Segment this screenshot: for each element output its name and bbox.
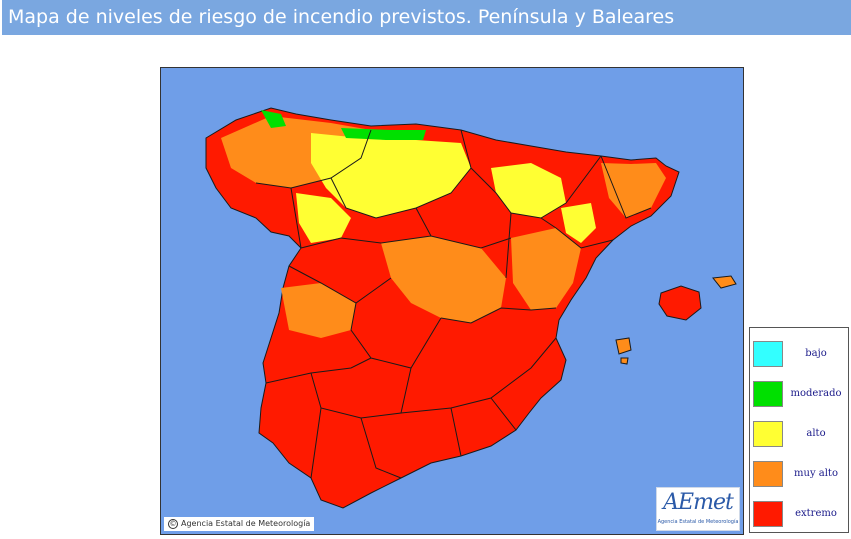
legend-swatch-moderado — [753, 381, 783, 407]
aemet-logo-text: AEmet — [663, 490, 734, 515]
region-alto-aragon — [491, 163, 566, 218]
legend-item-muy-alto: muy alto — [750, 460, 848, 492]
legend-item-alto: alto — [750, 420, 848, 452]
region-moderado-cantabrian-2 — [341, 128, 426, 140]
island-mallorca — [658, 285, 702, 321]
risk-legend: bajo moderado alto muy alto extremo — [749, 327, 849, 533]
page-title: Mapa de niveles de riesgo de incendio pr… — [2, 0, 851, 35]
legend-item-moderado: moderado — [750, 380, 848, 412]
legend-label-muy-alto: muy alto — [794, 468, 838, 479]
island-menorca — [712, 275, 737, 289]
legend-label-extremo: extremo — [795, 508, 837, 519]
region-muy-alto-east — [511, 228, 581, 310]
fire-risk-map: © Agencia Estatal de Meteorología AEmet A… — [160, 67, 744, 535]
legend-item-bajo: bajo — [750, 340, 848, 372]
legend-label-bajo: bajo — [805, 348, 827, 359]
region-muy-alto-central — [381, 236, 506, 323]
legend-swatch-muy-alto — [753, 461, 783, 487]
island-formentera — [620, 357, 629, 365]
region-alto-north — [311, 133, 471, 218]
region-moderado-cantabrian — [261, 110, 286, 128]
legend-swatch-extremo — [753, 501, 783, 527]
legend-label-moderado: moderado — [790, 388, 842, 399]
legend-item-extremo: extremo — [750, 500, 848, 532]
region-muy-alto-west — [281, 283, 356, 338]
region-alto-northwest — [296, 193, 351, 243]
legend-swatch-bajo — [753, 341, 783, 367]
island-ibiza — [615, 337, 632, 355]
aemet-logo-subtitle: Agencia Estatal de Meteorología — [657, 519, 739, 525]
legend-swatch-alto — [753, 421, 783, 447]
copyright-notice: © Agencia Estatal de Meteorología — [164, 517, 315, 531]
region-alto-east — [561, 203, 596, 243]
copyright-icon: © — [168, 519, 178, 529]
province-borders — [255, 129, 652, 479]
legend-label-alto: alto — [806, 428, 826, 439]
region-muy-alto-catalonia — [601, 163, 666, 218]
copyright-text: Agencia Estatal de Meteorología — [181, 519, 311, 528]
aemet-logo: AEmet Agencia Estatal de Meteorología — [656, 487, 740, 531]
peninsula-map-svg — [161, 68, 743, 534]
